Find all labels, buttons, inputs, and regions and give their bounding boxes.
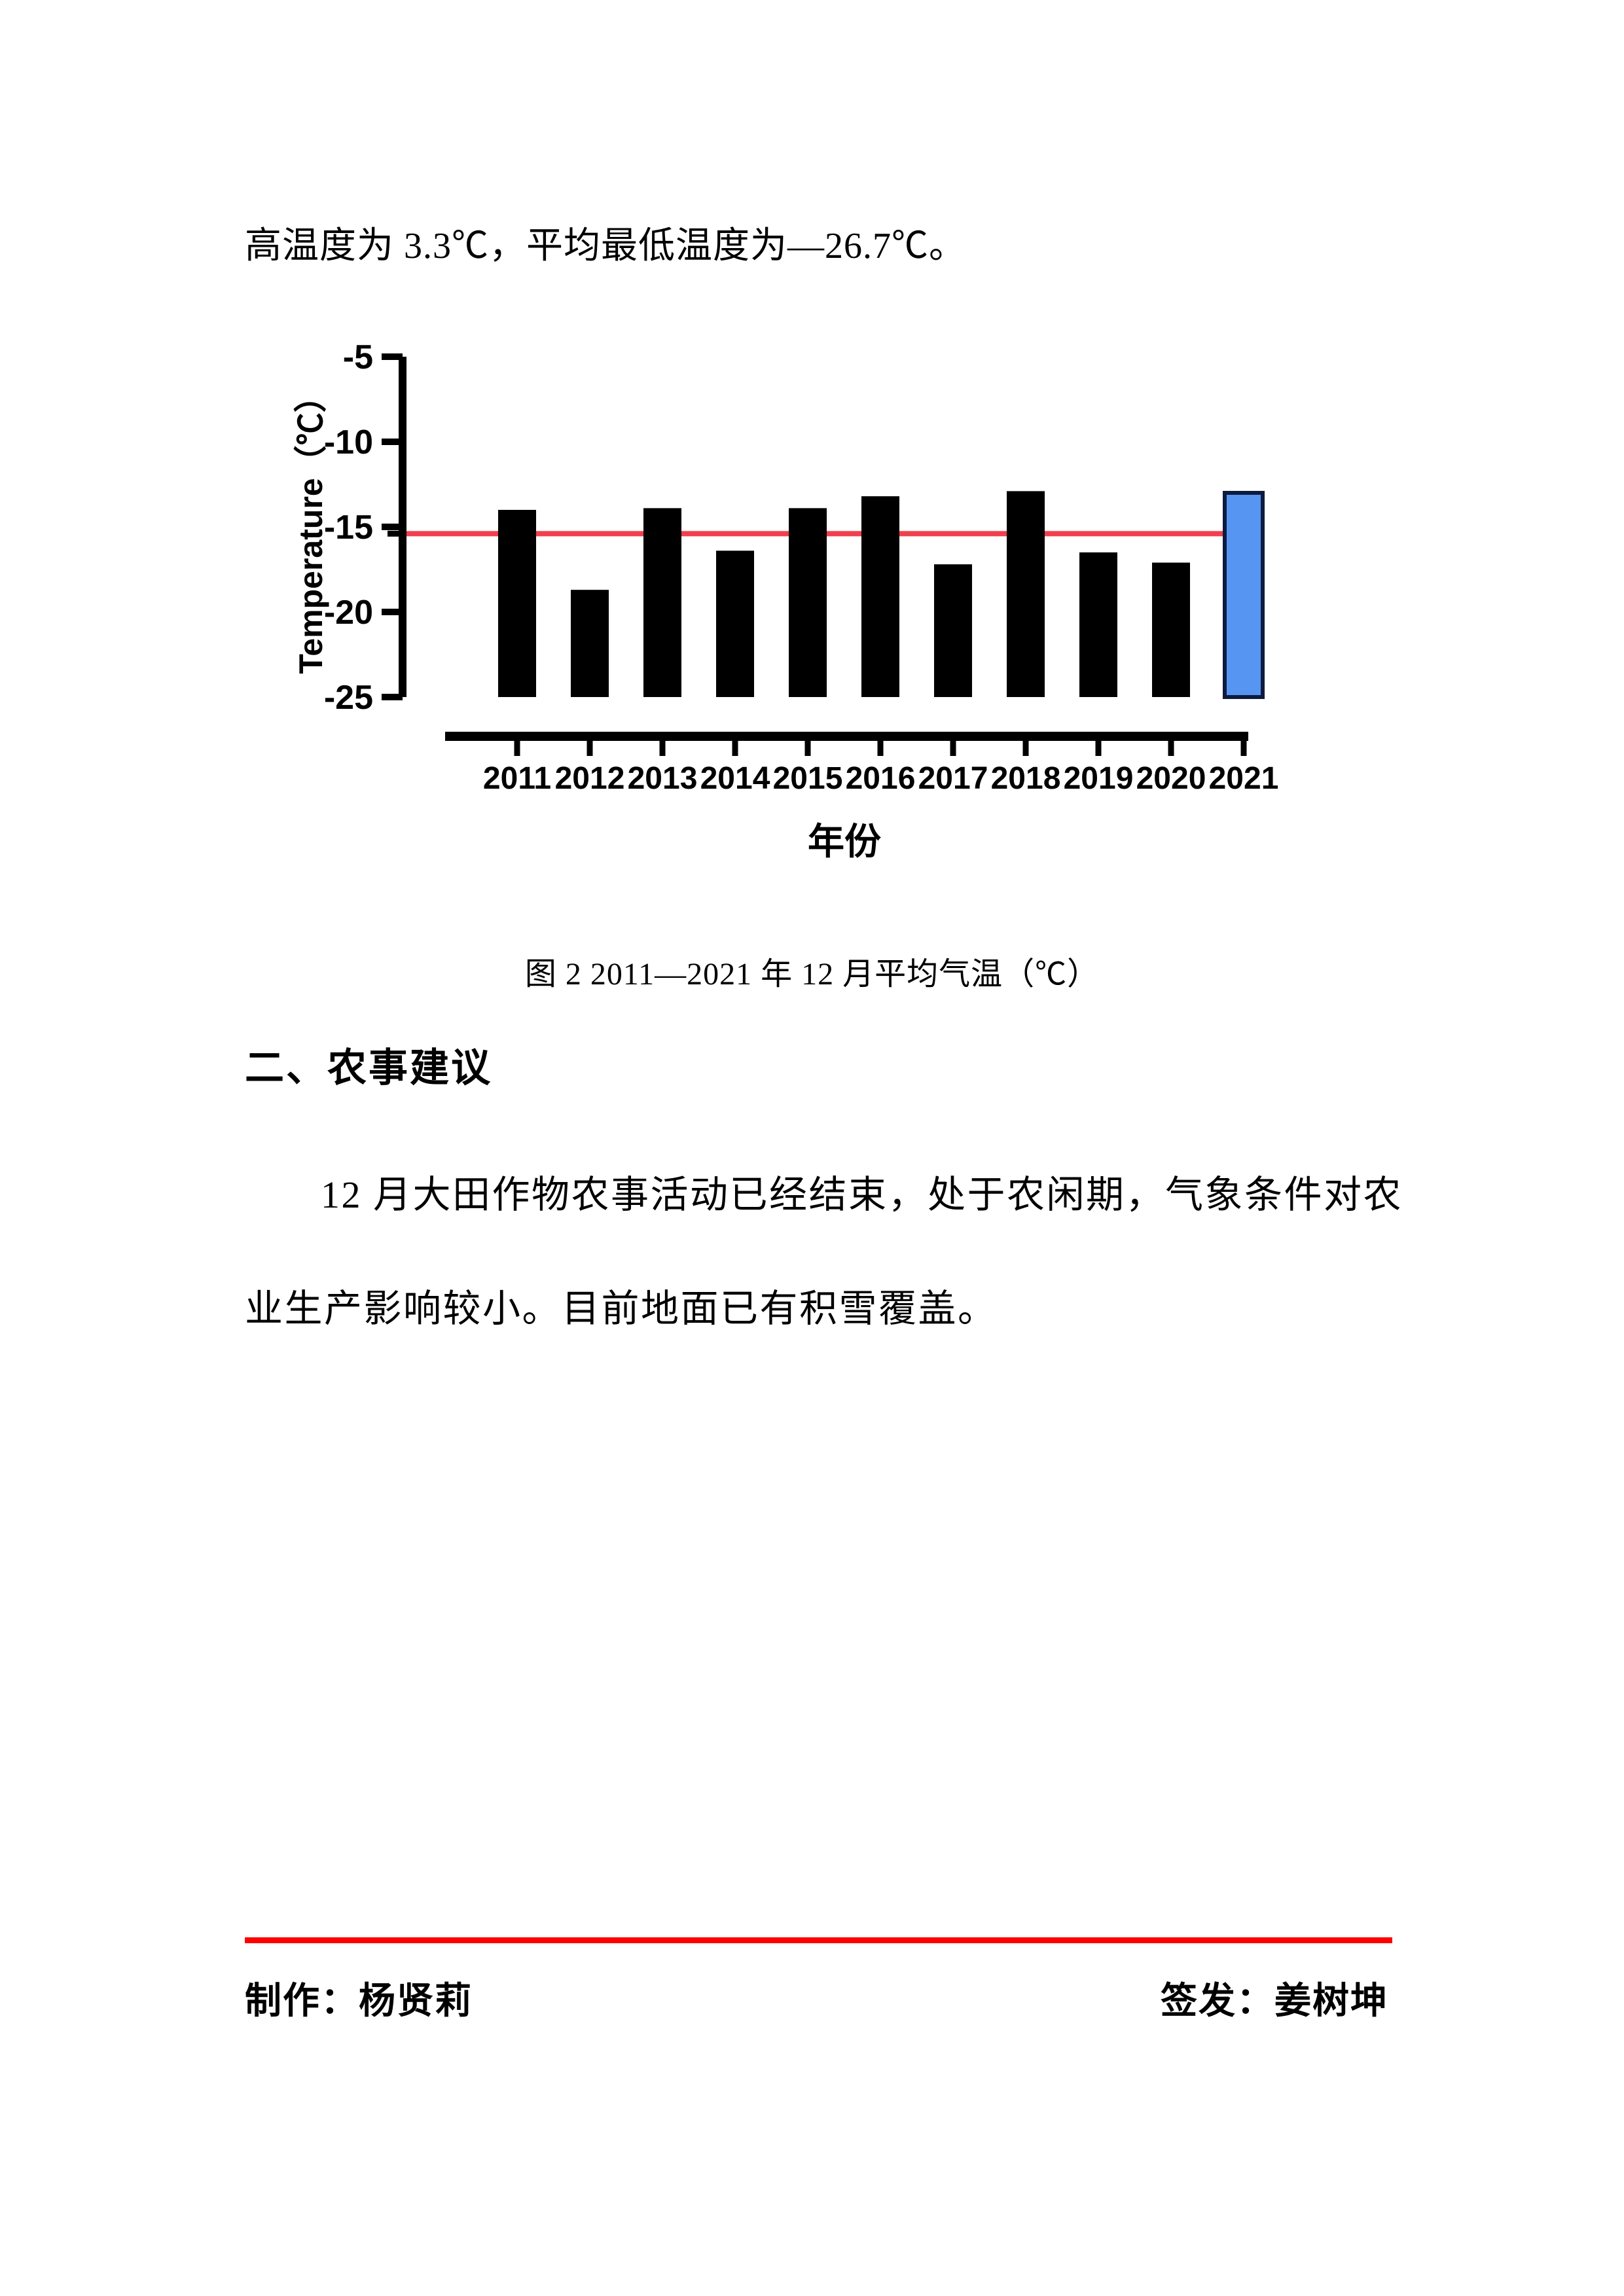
intro-text: 高温度为 3.3℃，平均最低温度为—26.7℃。 bbox=[245, 226, 966, 266]
x-tick-label: 2021 bbox=[1209, 761, 1279, 796]
bar-2017 bbox=[934, 564, 972, 697]
x-tick-label: 2012 bbox=[555, 761, 625, 796]
bar-2019 bbox=[1079, 552, 1117, 697]
bar-2014 bbox=[716, 550, 754, 697]
x-tick-label: 2013 bbox=[628, 761, 698, 796]
x-tick-label: 2017 bbox=[918, 761, 988, 796]
figure-2-chart: -5 -10 -15 -20 -25 Temperature（℃） 2011 2012 2013… bbox=[288, 327, 1283, 903]
bar-2015 bbox=[789, 508, 827, 697]
x-tick-label: 2018 bbox=[991, 761, 1061, 796]
body-paragraph-line2: 业生产影响较小。目前地面已有积雪覆盖。 bbox=[245, 1287, 998, 1330]
bar-2021 bbox=[1223, 491, 1265, 699]
y-tick-label: -20 bbox=[324, 594, 373, 632]
temperature-bar-chart: -5 -10 -15 -20 -25 Temperature（℃） 2011 2012 2013… bbox=[293, 338, 1279, 862]
figure-caption: 图 2 2011—2021 年 12 月平均气温（℃） bbox=[524, 957, 1100, 992]
footer-producer: 制作：杨贤莉 bbox=[245, 1981, 473, 2022]
x-axis-title: 年份 bbox=[808, 821, 881, 862]
bar-2011 bbox=[498, 510, 536, 697]
y-tick-label: -15 bbox=[324, 509, 373, 547]
x-tick-label: 2020 bbox=[1136, 761, 1206, 796]
y-tick-label: -5 bbox=[343, 338, 373, 376]
section-heading: 二、农事建议 bbox=[245, 1047, 492, 1090]
bar-2016 bbox=[861, 496, 899, 697]
y-tick-label: -25 bbox=[324, 679, 373, 717]
x-tick-label: 2016 bbox=[846, 761, 916, 796]
footer-rule bbox=[245, 1937, 1392, 1943]
x-tick-label: 2019 bbox=[1064, 761, 1134, 796]
bar-2012 bbox=[571, 590, 609, 697]
footer-issuer: 签发：姜树坤 bbox=[1161, 1981, 1388, 2022]
bar-2020 bbox=[1152, 562, 1190, 697]
x-tick-label: 2011 bbox=[483, 761, 551, 796]
bar-2013 bbox=[643, 508, 681, 697]
x-tick-label: 2014 bbox=[700, 761, 770, 796]
y-axis-title: Temperature（℃） bbox=[293, 380, 329, 673]
y-tick-label: -10 bbox=[324, 423, 373, 461]
x-tick-label: 2015 bbox=[773, 761, 843, 796]
body-paragraph-line1: 12 月大田作物农事活动已经结束，处于农闲期，气象条件对农 bbox=[321, 1174, 1403, 1216]
bar-2018 bbox=[1007, 491, 1045, 697]
